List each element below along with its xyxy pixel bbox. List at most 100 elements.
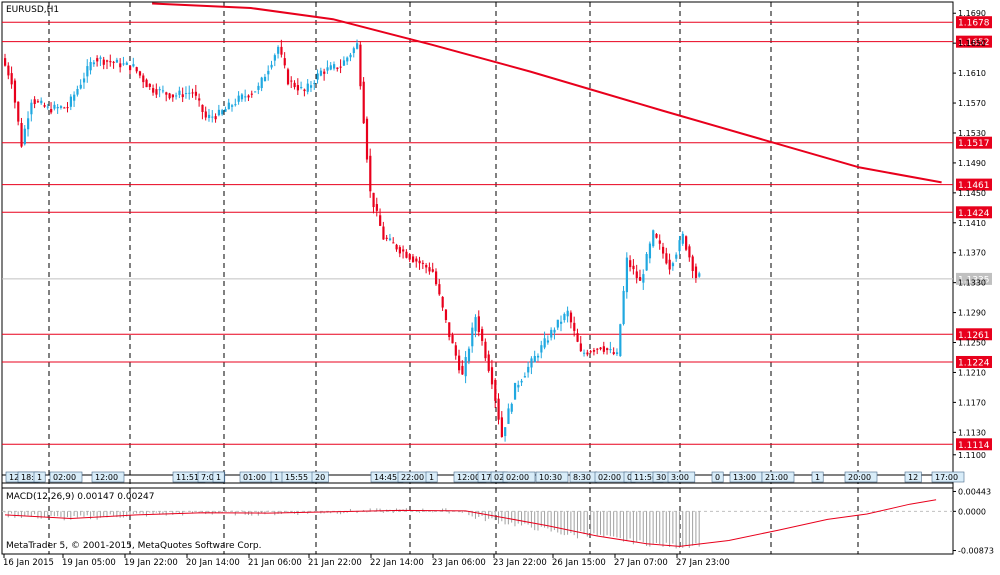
candle-body[interactable] [402, 249, 405, 252]
candle-body[interactable] [30, 102, 33, 115]
candle-body[interactable] [362, 81, 365, 124]
candle-body[interactable] [609, 349, 612, 351]
candle-body[interactable] [379, 215, 382, 226]
candle-body[interactable] [158, 89, 161, 91]
candle-body[interactable] [313, 83, 316, 85]
candle-body[interactable] [573, 322, 576, 331]
candle-body[interactable] [484, 341, 487, 359]
candle-body[interactable] [125, 62, 128, 65]
candle-body[interactable] [583, 352, 586, 354]
candle-body[interactable] [254, 91, 257, 93]
candle-body[interactable] [247, 95, 250, 98]
candle-body[interactable] [221, 110, 224, 115]
candle-body[interactable] [645, 253, 648, 271]
candle-body[interactable] [33, 99, 36, 105]
candle-body[interactable] [73, 94, 76, 101]
candle-body[interactable] [214, 116, 217, 120]
candle-body[interactable] [145, 79, 148, 88]
candles[interactable] [4, 39, 701, 442]
candle-body[interactable] [382, 226, 385, 240]
candle-body[interactable] [405, 251, 408, 258]
candle-body[interactable] [155, 89, 158, 95]
candle-body[interactable] [576, 333, 579, 342]
candle-body[interactable] [224, 109, 227, 112]
candle-body[interactable] [46, 106, 49, 108]
candle-body[interactable] [7, 65, 10, 76]
candle-body[interactable] [168, 93, 171, 99]
candle-body[interactable] [698, 273, 701, 277]
candle-body[interactable] [257, 85, 260, 90]
candle-body[interactable] [211, 116, 214, 118]
candle-body[interactable] [283, 58, 286, 66]
candle-body[interactable] [497, 398, 500, 420]
candle-body[interactable] [560, 321, 563, 324]
candle-body[interactable] [388, 238, 392, 241]
candle-body[interactable] [109, 61, 112, 63]
candle-body[interactable] [487, 354, 490, 371]
candle-body[interactable] [517, 384, 520, 388]
candle-body[interactable] [665, 253, 668, 264]
candle-body[interactable] [138, 71, 142, 76]
candle-body[interactable] [309, 85, 313, 88]
candle-body[interactable] [385, 237, 388, 239]
candle-body[interactable] [53, 104, 56, 109]
candle-body[interactable] [112, 61, 115, 63]
candle-body[interactable] [23, 128, 26, 145]
candle-body[interactable] [461, 365, 464, 375]
candle-body[interactable] [184, 93, 188, 95]
candle-body[interactable] [418, 260, 421, 264]
candle-body[interactable] [629, 260, 632, 268]
candle-body[interactable] [102, 59, 105, 65]
candle-body[interactable] [375, 204, 378, 211]
candle-body[interactable] [59, 106, 63, 108]
candle-body[interactable] [96, 58, 99, 62]
candle-body[interactable] [619, 324, 622, 356]
candle-body[interactable] [135, 67, 138, 72]
candle-body[interactable] [586, 352, 589, 355]
candle-body[interactable] [415, 258, 418, 262]
candle-body[interactable] [625, 257, 629, 293]
candle-body[interactable] [194, 91, 198, 96]
candle-body[interactable] [188, 92, 191, 94]
candle-body[interactable] [142, 75, 145, 83]
candle-body[interactable] [408, 254, 411, 260]
candle-body[interactable] [428, 267, 431, 272]
candle-body[interactable] [349, 54, 352, 58]
candle-body[interactable] [336, 67, 339, 69]
candle-body[interactable] [27, 118, 30, 130]
candle-body[interactable] [658, 240, 661, 244]
candle-body[interactable] [152, 88, 155, 93]
candle-body[interactable] [638, 277, 642, 281]
candle-body[interactable] [115, 59, 119, 63]
candle-body[interactable] [181, 94, 184, 98]
candle-body[interactable] [494, 379, 497, 401]
candle-body[interactable] [612, 352, 615, 355]
candle-body[interactable] [122, 63, 125, 65]
candle-body[interactable] [438, 284, 441, 295]
candle-body[interactable] [333, 64, 336, 69]
candle-body[interactable] [642, 274, 645, 283]
candle-body[interactable] [237, 95, 240, 102]
candle-body[interactable] [481, 329, 484, 341]
candle-body[interactable] [678, 240, 681, 252]
candle-body[interactable] [599, 347, 602, 350]
candle-body[interactable] [89, 61, 92, 71]
candle-body[interactable] [326, 67, 329, 71]
candle-body[interactable] [263, 76, 267, 82]
candle-body[interactable] [356, 43, 359, 49]
candle-body[interactable] [467, 348, 471, 362]
candle-body[interactable] [454, 345, 457, 356]
candle-body[interactable] [63, 107, 66, 109]
candle-body[interactable] [392, 242, 395, 244]
candle-body[interactable] [500, 417, 503, 437]
candle-body[interactable] [365, 118, 369, 160]
candle-body[interactable] [165, 92, 168, 95]
candle-body[interactable] [369, 155, 372, 192]
candle-body[interactable] [280, 46, 283, 55]
candle-body[interactable] [681, 233, 684, 244]
candle-body[interactable] [520, 380, 523, 383]
candle-body[interactable] [448, 322, 451, 337]
candle-body[interactable] [523, 376, 527, 378]
candle-body[interactable] [602, 346, 605, 352]
